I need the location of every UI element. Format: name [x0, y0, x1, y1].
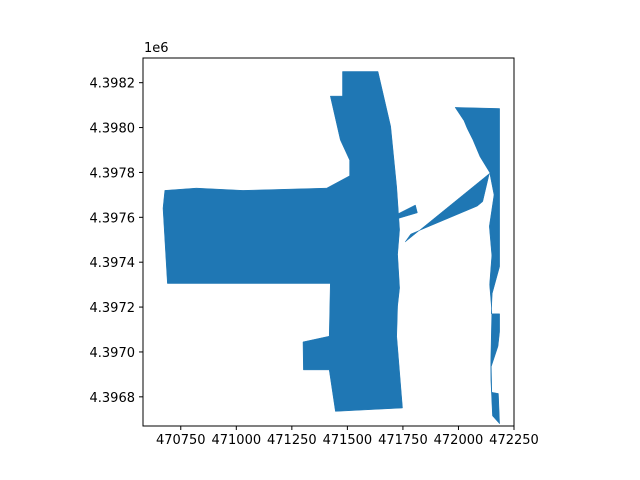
x-tick-label: 470750 — [156, 433, 206, 448]
x-tick-label: 472000 — [434, 433, 484, 448]
y-tick-label: 4.3974 — [90, 256, 136, 271]
x-tick-label: 471000 — [211, 433, 261, 448]
parcel-polygon-2 — [397, 204, 418, 219]
axes-frame — [142, 57, 515, 427]
parcel-polygon-1 — [162, 71, 403, 412]
polygon-layer — [162, 71, 500, 425]
y-tick-label: 4.3976 — [90, 211, 136, 226]
x-tick-label: 471500 — [323, 433, 373, 448]
x-tick-label: 472250 — [489, 433, 539, 448]
x-tick-label: 471750 — [378, 433, 428, 448]
x-tick-label: 471250 — [267, 433, 317, 448]
parcel-polygon-4 — [454, 107, 500, 425]
y-tick-label: 4.3980 — [90, 122, 136, 137]
y-tick-label: 4.3968 — [90, 391, 136, 406]
y-tick-label: 4.3982 — [90, 77, 136, 92]
y-axis: 4.3968 4.3970 4.3972 4.3974 4.3976 4.3978 4.39… — [90, 77, 143, 406]
y-tick-label: 4.3972 — [90, 301, 136, 316]
y-tick-label: 4.3978 — [90, 166, 136, 181]
x-axis: 470750 471000 471250 471500 471750 472000 4722… — [156, 426, 539, 448]
y-offset-label: 1e6 — [144, 41, 169, 56]
parcel-polygon-3 — [404, 172, 490, 243]
y-tick-label: 4.3970 — [90, 346, 136, 361]
